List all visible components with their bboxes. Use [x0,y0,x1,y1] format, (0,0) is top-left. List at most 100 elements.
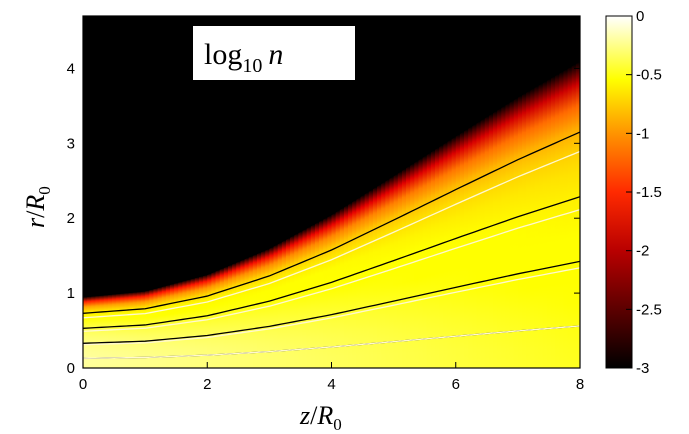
heatmap-column [290,235,295,368]
x-axis-label: z/R0 [299,401,342,434]
heatmap-column [327,215,333,368]
black-field-line [83,196,580,329]
heatmap-column [401,168,407,368]
heatmap-column [464,129,469,368]
heatmap-column [459,131,465,368]
heatmap-column [248,256,254,368]
title-subscript: 10 [242,55,262,77]
heatmap-column [393,174,399,368]
colorbar-tick-label: -1 [636,125,649,142]
heatmap-column [95,295,101,368]
heatmap-column [447,139,453,368]
title-main: log [204,38,242,71]
heatmap-column [281,240,287,368]
heatmap-column [153,288,159,368]
x-tick-label: 4 [327,376,335,393]
heatmap-column [91,295,97,368]
heatmap-column [186,279,192,368]
heatmap-column [575,62,580,368]
heatmap-column [99,295,105,368]
heatmap-column [128,292,134,368]
heatmap-column [522,93,527,368]
heatmap-column [169,283,175,368]
black-field-line [83,60,580,298]
heatmap-column [132,291,138,368]
heatmap-column [194,277,200,368]
heatmap-column [372,187,378,368]
heatmap-column [414,160,420,368]
colorbar: 0 -0.5 -1 -1.5 -2 -2.5 -3 [605,8,662,377]
heatmap-column [140,291,146,368]
heatmap-column [476,121,482,368]
heatmap-column [285,238,291,368]
heatmap-column [227,264,233,368]
heatmap-column [418,158,424,368]
colorbar-tick-label: -3 [636,360,649,377]
heatmap-column [443,142,449,368]
x-tick-label: 8 [576,376,584,393]
heatmap-column [488,113,494,368]
x-tick-label: 0 [79,376,87,393]
heatmap-column [493,111,498,368]
heatmap-column [294,233,299,368]
heatmap-column [319,220,324,368]
field-lines [83,60,580,359]
heatmap-column [406,166,411,368]
heatmap-column [107,294,113,368]
heatmap-column [182,280,188,368]
title-variable: n [268,38,283,71]
y-tick-label: 4 [67,60,75,77]
density-heatmap [83,62,580,368]
heatmap-column [335,210,341,368]
heatmap-column [468,126,473,368]
heatmap-column [422,155,428,368]
heatmap-column [451,137,457,368]
heatmap-column [397,171,403,368]
heatmap-column [364,192,370,368]
heatmap-column [136,291,142,368]
heatmap-column [455,134,461,368]
heatmap-column [480,118,486,368]
chart-title: log10 n [193,26,355,80]
heatmap-column [381,182,386,368]
heatmap-column [360,195,366,368]
heatmap-column [426,153,432,368]
heatmap-column [302,229,308,368]
heatmap-column [111,293,117,368]
heatmap-column [211,271,217,368]
heatmap-column [310,224,316,368]
heatmap-column [273,244,279,368]
y-tick-label: 3 [67,135,75,152]
black-field-line [83,260,580,344]
y-tick-label: 0 [67,360,75,377]
heatmap-column [223,266,229,368]
heatmap-column [538,83,544,368]
heatmap-column [430,150,436,368]
heatmap-column [103,294,109,368]
heatmap-column [244,257,250,368]
heatmap-column [339,207,345,368]
white-field-line [83,325,580,359]
heatmap-column [546,78,552,368]
heatmap-column [501,105,507,368]
heatmap-column [161,285,167,368]
heatmap-column [174,282,179,368]
heatmap-column [377,184,382,368]
heatmap-column [207,273,212,368]
heatmap-column [571,64,577,368]
colorbar-tick-label: -2.5 [636,301,662,318]
white-field-line [83,150,580,319]
heatmap-column [356,197,362,368]
heatmap-column [265,249,270,368]
x-axis-ticks: 0 2 4 6 8 [79,16,584,393]
heatmap-column [236,261,241,368]
heatmap-column [149,289,155,368]
heatmap-column [563,69,569,368]
heatmap-column [331,213,337,368]
y-axis-label: r/R0 [21,186,54,228]
heatmap-column [559,71,565,368]
heatmap-column [215,270,221,368]
x-tick-label: 2 [203,376,211,393]
